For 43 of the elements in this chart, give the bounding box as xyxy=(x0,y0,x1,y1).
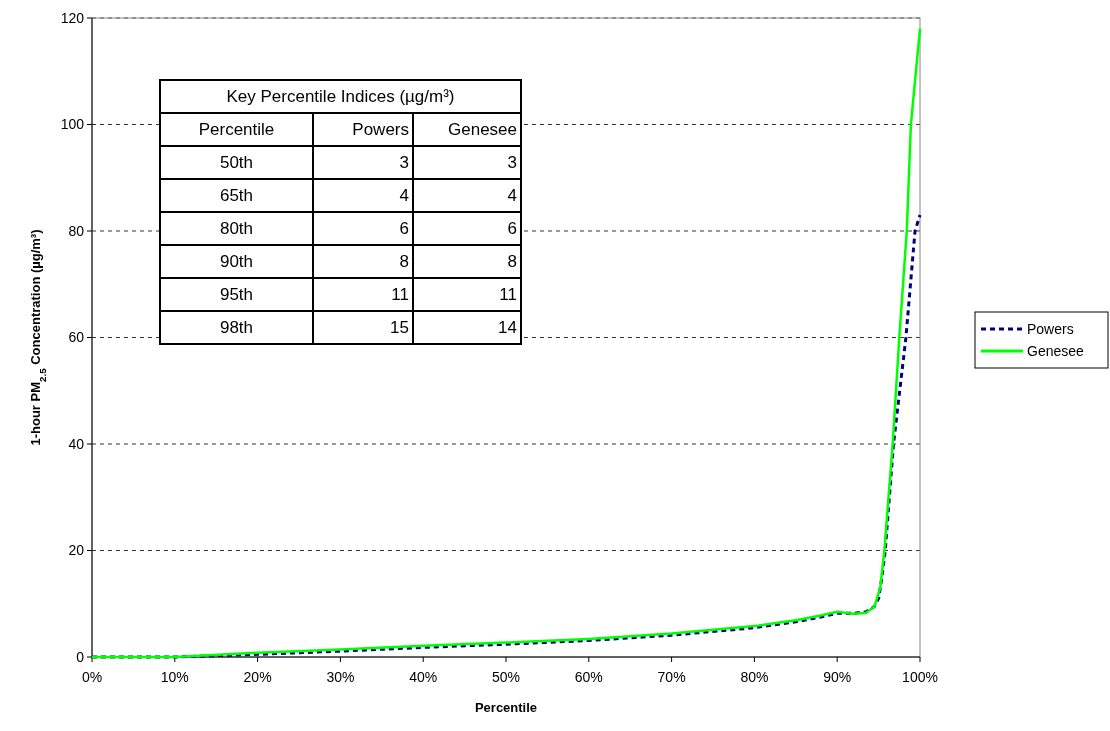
annotation: 98th xyxy=(219,318,254,338)
y-tick-label: 0 xyxy=(76,648,85,665)
annotation: 3 xyxy=(507,153,517,173)
y-tick-label: 80 xyxy=(68,222,85,239)
annotation: 11 xyxy=(391,285,409,305)
annotation: 6 xyxy=(507,219,517,239)
x-tick-label: 70% xyxy=(657,669,686,685)
legend-label: Genesee xyxy=(1027,342,1085,359)
annotation: 50th xyxy=(219,153,254,173)
x-tick-label: 30% xyxy=(326,669,355,685)
x-tick-label: 60% xyxy=(574,669,603,685)
annotation: 11 xyxy=(499,285,517,305)
x-tick-label: 100% xyxy=(902,669,938,685)
y-tick-label: 120 xyxy=(60,9,85,26)
annotation: Genesee xyxy=(448,120,517,140)
y-tick-label: 40 xyxy=(68,435,85,452)
annotation: 65th xyxy=(219,186,254,206)
y-tick-label: 100 xyxy=(60,116,85,133)
x-tick-label: 0% xyxy=(81,669,103,685)
annotation: 14 xyxy=(498,318,517,338)
x-tick-label: 40% xyxy=(409,669,438,685)
annotation: Powers xyxy=(352,120,409,140)
annotation: Percentile xyxy=(198,120,275,140)
x-tick-label: 10% xyxy=(160,669,189,685)
annotation: 8 xyxy=(399,252,409,272)
annotation: 4 xyxy=(507,186,517,206)
annotation: 3 xyxy=(399,153,409,173)
annotation: 6 xyxy=(399,219,409,239)
annotation: 95th xyxy=(219,285,254,305)
annotation: 8 xyxy=(507,252,517,272)
annotation: Key Percentile Indices (µg/m³) xyxy=(226,87,455,107)
annotation: 80th xyxy=(219,219,254,239)
annotation: 90th xyxy=(219,252,254,272)
x-tick-label: 50% xyxy=(491,669,521,685)
x-tick-label: 20% xyxy=(243,669,272,685)
legend-label: Powers xyxy=(1027,320,1074,337)
y-tick-label: 20 xyxy=(68,542,85,559)
annotation: 15 xyxy=(390,318,409,338)
annotation: 4 xyxy=(399,186,409,206)
y-tick-label: 60 xyxy=(68,329,85,346)
x-tick-label: 80% xyxy=(740,669,769,685)
x-tick-label: 90% xyxy=(823,669,852,685)
x-axis-title: Percentile xyxy=(474,700,538,715)
